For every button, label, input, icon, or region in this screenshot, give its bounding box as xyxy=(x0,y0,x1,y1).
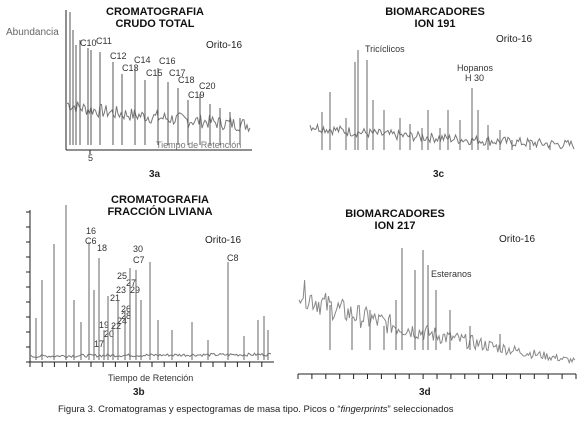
panel-3a-sublabel: 3a xyxy=(149,169,161,180)
panel-3b-peak-23: 23 xyxy=(116,285,127,295)
panel-3d-title-2: ION 217 xyxy=(374,220,416,232)
panel-3a-xlabel: Tiempo de Retención xyxy=(156,140,242,150)
panel-3b-y-ticks xyxy=(26,211,30,363)
panel-3a-peak-c13: C13 xyxy=(122,63,139,73)
panel-3a-peak-c12: C12 xyxy=(110,51,127,61)
panel-3b-peak-24: 24 xyxy=(117,316,128,326)
panel-3b-x-ticks xyxy=(29,362,263,367)
panel-3a-well: Orito-16 xyxy=(206,40,243,51)
panel-3b-peak-28: 28 xyxy=(121,311,132,321)
panel-3b-peak-c7: C7 xyxy=(133,255,145,265)
panel-3a-title-2: CRUDO TOTAL xyxy=(115,18,195,30)
panel-3b-peak-25: 25 xyxy=(117,271,128,281)
panel-3b-peak-16: 16 xyxy=(86,226,97,236)
panel-3c-baseline xyxy=(309,122,575,150)
panel-3a-peak-c17: C17 xyxy=(169,68,186,78)
panel-3c-title-2: ION 191 xyxy=(414,18,456,30)
panel-3c-sublabel: 3c xyxy=(433,169,445,180)
panel-3b-sublabel: 3b xyxy=(133,387,145,398)
panel-3d-baseline xyxy=(298,279,576,365)
panel-3b-xlabel: Tiempo de Retención xyxy=(108,373,194,383)
caption-italic: fingerprints xyxy=(340,404,388,415)
panel-3a-peak-c16: C16 xyxy=(159,56,176,66)
panel-3d-x-ticks xyxy=(297,374,577,379)
panel-3a-title-1: CROMATOGRAFIA xyxy=(106,6,204,18)
panel-3c-annot-hopanos: Hopanos xyxy=(457,63,494,73)
panel-3b-peak-30: 30 xyxy=(133,244,144,254)
panel-3a-peaks xyxy=(66,12,251,145)
panel-3a-peak-c20: C20 xyxy=(199,81,216,91)
panel-3b-peak-c8: C8 xyxy=(227,253,239,263)
panel-3a-peak-c19: C19 xyxy=(188,90,205,100)
panel-3b-baseline xyxy=(30,352,272,359)
panel-3d-title-1: BIOMARCADORES xyxy=(345,208,445,220)
panel-3b-peak-21: 21 xyxy=(110,293,121,303)
panel-3a-peak-c10: C10 xyxy=(80,38,97,48)
panel-3c-annot-triciclicos: Tricíclicos xyxy=(365,44,405,54)
panel-3b-peak-18: 18 xyxy=(97,243,108,253)
panel-3b-title-2: FRACCIÓN LIVIANA xyxy=(107,206,213,218)
panel-3b-peak-29: 29 xyxy=(130,285,141,295)
panel-3a-tick-label: 5 xyxy=(88,153,94,163)
panel-3c-title-1: BIOMARCADORES xyxy=(385,6,485,18)
panel-3b-peak-c6: C6 xyxy=(85,236,97,246)
caption-prefix: Figura 3. Cromatogramas y espectogramas … xyxy=(58,404,341,415)
figure-caption: Figura 3. Cromatogramas y espectogramas … xyxy=(58,404,454,415)
panel-3a-peak-c18: C18 xyxy=(178,75,195,85)
panel-3c-well: Orito-16 xyxy=(496,34,533,45)
panel-3a-peak-c15: C15 xyxy=(146,68,163,78)
panel-3a-peak-c14: C14 xyxy=(134,55,151,65)
panel-3b-peaks xyxy=(30,205,272,360)
panel-3b-peak-22: 22 xyxy=(111,321,122,331)
panel-3d-annot-esteranos: Esteranos xyxy=(431,269,472,279)
panel-3b-well: Orito-16 xyxy=(205,235,242,246)
panel-3d-peaks xyxy=(298,248,576,365)
caption-suffix: ” seleccionados xyxy=(387,404,454,415)
panel-3a-peak-c11: C11 xyxy=(96,36,112,46)
panel-3b-peak-27: 27 xyxy=(126,278,137,288)
panel-3b-peak-20: 20 xyxy=(104,329,115,339)
panel-3c-annot-h30: H 30 xyxy=(465,73,485,83)
panel-3b-title-1: CROMATOGRAFIA xyxy=(111,194,209,206)
panel-3b-peak-19: 19 xyxy=(99,320,110,330)
panel-3d-well: Orito-16 xyxy=(499,234,536,245)
panel-3a-ylabel: Abundancia xyxy=(6,27,59,38)
panel-3b-peak-26: 26 xyxy=(121,304,132,314)
panel-3c-peaks xyxy=(309,50,575,150)
panel-3d-sublabel: 3d xyxy=(419,387,431,398)
